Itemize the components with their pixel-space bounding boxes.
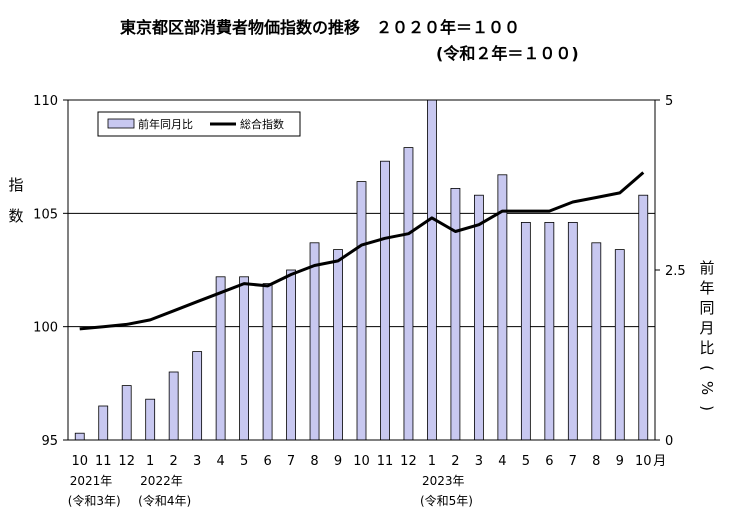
- year-annotation-2: 2023年: [421, 474, 465, 488]
- x-tick-label-4: 2: [170, 454, 178, 469]
- x-tick-label-7: 5: [240, 454, 248, 469]
- bar-23: [614, 249, 625, 441]
- bar-19: [520, 221, 531, 441]
- bar-15: [427, 99, 437, 441]
- x-tick-month-suffix: 月: [653, 454, 666, 469]
- era-annotation-2: (令和5年): [419, 494, 473, 508]
- bar-20: [544, 221, 555, 441]
- x-tick-label-17: 3: [475, 454, 483, 469]
- chart-title: 東京都区部消費者物価指数の推移 ２０２０年＝１００: [120, 18, 521, 37]
- y-axis-left-label-char-1: 指: [8, 176, 24, 194]
- y-axis-left-label: 指 数: [6, 170, 26, 232]
- bar-series-yoy: [74, 99, 649, 441]
- y-axis-right-label-char-1: 前: [699, 259, 715, 277]
- y-left-tick-label-2: 105: [33, 207, 58, 222]
- y-left-tick-label-3: 110: [33, 94, 58, 109]
- x-tick-label-2: 12: [118, 454, 135, 469]
- bar-4: [168, 371, 179, 441]
- bar-21: [567, 221, 578, 441]
- bar-10: [309, 242, 320, 441]
- x-tick-label-21: 7: [569, 454, 577, 469]
- y-right-tick-label-1: 2.5: [665, 264, 686, 279]
- year-annotation-0: 2021年: [69, 474, 113, 488]
- y-axis-right-label-char-2: 年: [699, 279, 715, 297]
- y-left-tick-label-0: 95: [41, 434, 58, 449]
- bar-11: [333, 249, 343, 441]
- bar-2: [121, 385, 132, 441]
- y-axis-left-label-char-2: 数: [8, 207, 24, 225]
- bar-17: [473, 194, 484, 441]
- y-axis-right-label-char-4: 月: [699, 319, 715, 337]
- x-tick-label-13: 11: [377, 454, 394, 469]
- x-tick-label-1: 11: [95, 454, 112, 469]
- year-annotation-1: 2022年: [140, 474, 183, 488]
- x-tick-label-18: 4: [498, 454, 506, 469]
- x-tick-label-19: 5: [522, 454, 530, 469]
- legend-bar-swatch: [107, 118, 135, 129]
- x-tick-label-3: 1: [146, 454, 154, 469]
- x-tick-label-12: 10: [353, 454, 370, 469]
- x-tick-label-24: 10: [635, 454, 652, 469]
- x-tick-label-20: 6: [545, 454, 553, 469]
- x-axis: 10 11 12 1 2 3 4 5 6 7 8 9 10 11 12 1 2 3 4 5 6 7 8 9 10 月: [71, 454, 666, 469]
- bar-1: [98, 405, 109, 441]
- legend-label-index: 総合指数: [240, 117, 284, 131]
- x-tick-label-10: 8: [310, 454, 318, 469]
- x-tick-label-16: 2: [451, 454, 459, 469]
- bar-16: [450, 187, 461, 441]
- y-axis-left: 95 100 105 110: [33, 94, 68, 449]
- x-tick-label-5: 3: [193, 454, 201, 469]
- legend-label-yoy: 前年同月比: [138, 117, 193, 131]
- bar-7: [239, 276, 250, 441]
- era-annotation-1: (令和4年): [138, 494, 192, 508]
- x-tick-label-8: 6: [263, 454, 271, 469]
- y-right-tick-label-0: 0: [665, 434, 673, 449]
- line-series-index: [79, 171, 645, 331]
- y-left-tick-label-1: 100: [33, 321, 58, 336]
- bar-14: [403, 147, 414, 441]
- y-axis-right-label-char-3: 同: [699, 299, 715, 317]
- x-tick-label-14: 12: [400, 454, 417, 469]
- bar-5: [192, 351, 203, 441]
- bar-9: [286, 269, 296, 441]
- bar-22: [591, 242, 602, 441]
- bar-12: [356, 181, 367, 441]
- era-annotation-0: (令和3年): [67, 494, 121, 508]
- x-tick-label-11: 9: [334, 454, 342, 469]
- bar-0: [74, 432, 85, 441]
- x-tick-label-23: 9: [616, 454, 624, 469]
- bar-3: [145, 398, 156, 441]
- x-tick-label-6: 4: [216, 454, 224, 469]
- bar-13: [380, 160, 390, 441]
- bar-24: [638, 194, 649, 441]
- chart-subtitle: (令和２年＝１００): [436, 44, 579, 63]
- y-right-tick-label-2: 5: [665, 94, 673, 109]
- bar-6: [215, 276, 226, 441]
- legend: 前年同月比 総合指数: [97, 111, 301, 137]
- x-tick-label-15: 1: [428, 454, 436, 469]
- bar-8: [262, 283, 273, 441]
- x-tick-label-22: 8: [592, 454, 600, 469]
- y-axis-right: 02.55: [655, 94, 686, 449]
- y-axis-right-label: 前 年 同 月 比 ( % ): [697, 258, 717, 418]
- y-axis-right-label-char-5: 比: [699, 339, 715, 357]
- x-tick-label-0: 10: [71, 454, 88, 469]
- x-tick-label-9: 7: [287, 454, 295, 469]
